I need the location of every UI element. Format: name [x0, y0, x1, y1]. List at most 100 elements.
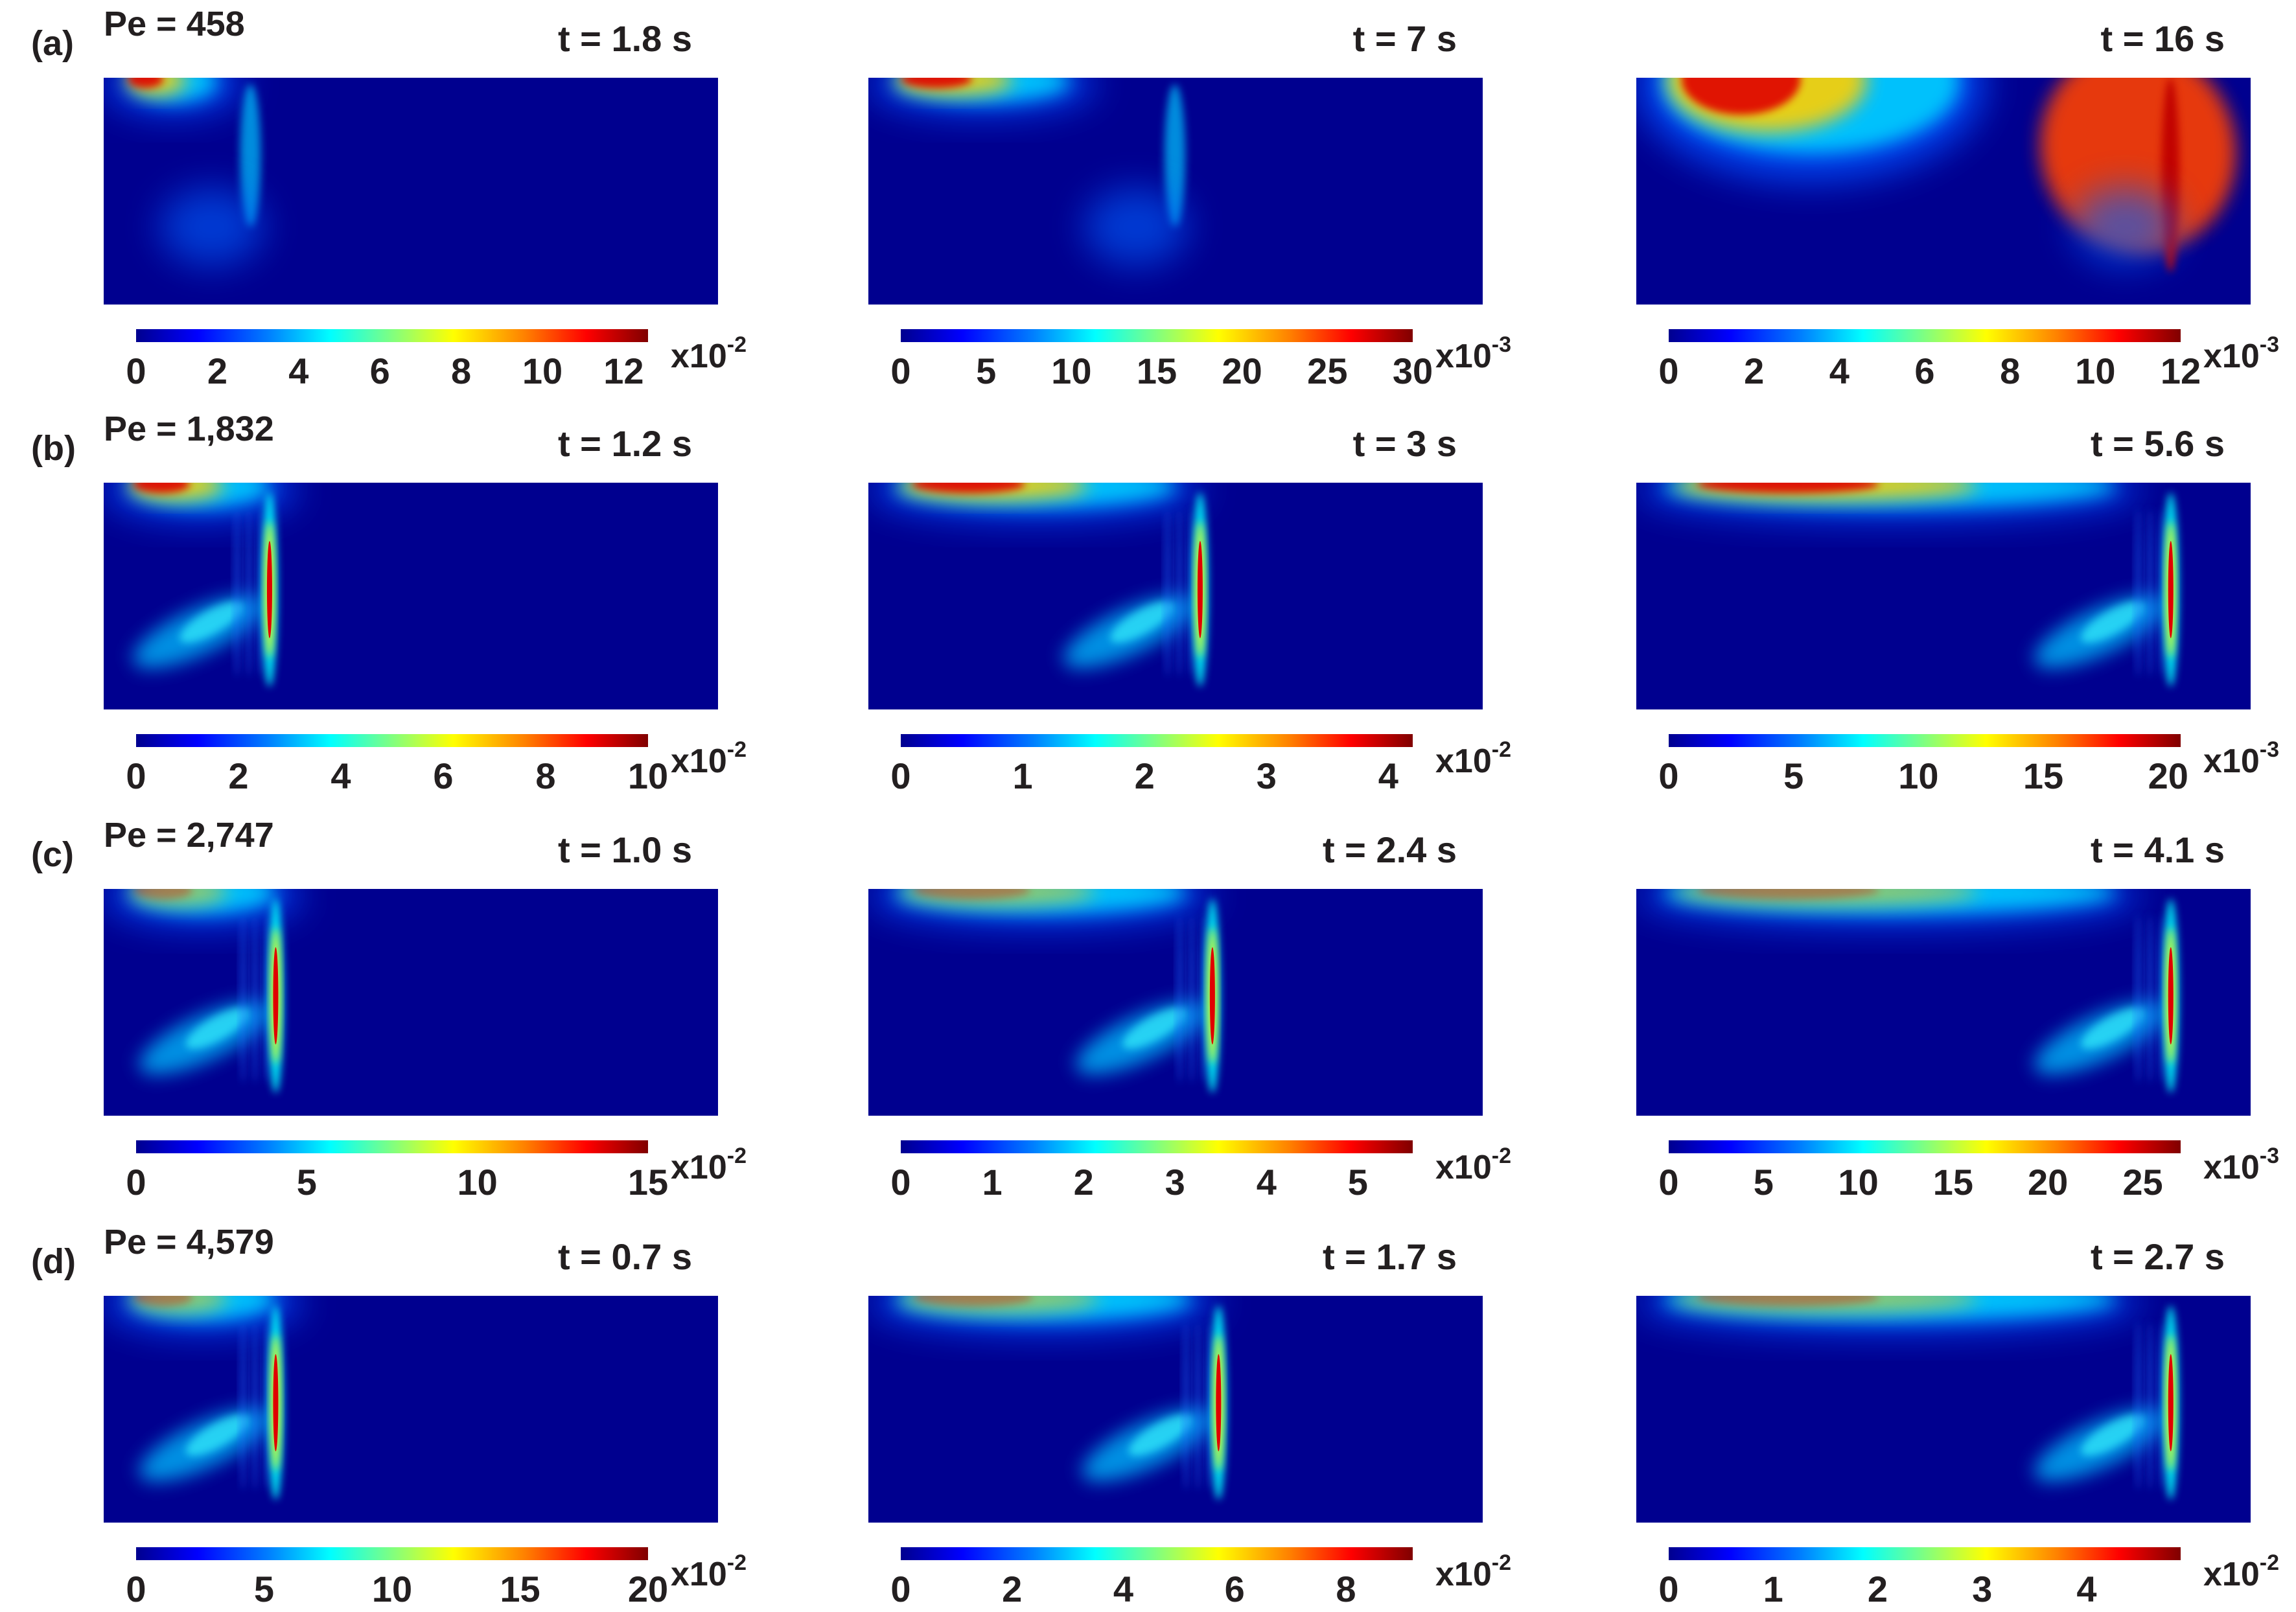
colorbar-tick-label: 1 [982, 1162, 1003, 1203]
colorbar [136, 1140, 648, 1153]
colorbar-unit: x10-3 [1435, 334, 1511, 373]
colorbar-tick-label: 25 [1307, 351, 1348, 391]
field-plot [1636, 889, 2251, 1116]
field-plot [104, 1296, 718, 1523]
field-blob [1206, 1322, 1213, 1490]
concentration-field [104, 1296, 718, 1523]
field-blob [912, 483, 1025, 493]
field-blob [1128, 1414, 1192, 1456]
field-blob [901, 78, 972, 88]
colorbar-tick-label: 2 [1134, 755, 1155, 796]
colorbar-tick-label: 25 [2122, 1162, 2163, 1203]
field-blob [2081, 601, 2144, 643]
field-blob [1176, 915, 1183, 1083]
colorbar-tick-label: 10 [2075, 351, 2116, 391]
colorbar [901, 1140, 1413, 1153]
field-background [868, 1296, 1483, 1523]
concentration-field [868, 483, 1483, 709]
field-blob [257, 509, 264, 677]
field-blob [2135, 1322, 2142, 1490]
field-blob [273, 947, 279, 1044]
colorbar-tick-label: 2 [228, 755, 249, 796]
colorbar [901, 329, 1413, 342]
colorbar-tick-label: 12 [603, 351, 644, 391]
peclet-label: Pe = 458 [104, 5, 245, 43]
field-background [104, 1296, 718, 1523]
unit-base: x10 [671, 1149, 727, 1186]
colorbar-tick-label: 0 [890, 755, 911, 796]
colorbar-tick-label: 12 [2160, 351, 2201, 391]
colorbar-tick-label: 0 [1658, 351, 1679, 391]
field-blob [2146, 1322, 2153, 1490]
colorbar [901, 734, 1413, 747]
field-blob [1194, 1322, 1201, 1490]
colorbar-tick-label: 8 [451, 351, 472, 391]
unit-base: x10 [671, 743, 727, 780]
colorbar-tick-label: 5 [976, 351, 997, 391]
concentration-field [104, 78, 718, 305]
colorbar-unit: x10-2 [671, 334, 747, 373]
field-blob [266, 541, 272, 638]
colorbar-tick-label: 5 [296, 1162, 317, 1203]
row-label: (a) [31, 24, 74, 63]
concentration-field [104, 483, 718, 709]
colorbar-tick-label: 3 [1972, 1569, 1993, 1609]
field-blob [2146, 915, 2153, 1083]
colorbar-tick-label: 6 [369, 351, 390, 391]
colorbar-tick-label: 6 [1914, 351, 1935, 391]
field-blob [240, 1322, 247, 1490]
colorbar-unit: x10-3 [2203, 1145, 2279, 1184]
field-blob [2168, 541, 2174, 638]
colorbar-tick-label: 2 [1073, 1162, 1094, 1203]
field-plot [1636, 483, 2251, 709]
colorbar-tick-label: 8 [2000, 351, 2021, 391]
field-blob [1176, 509, 1183, 677]
field-blob [263, 915, 270, 1083]
colorbar-tick-label: 4 [1113, 1569, 1134, 1609]
field-blob [2168, 947, 2174, 1044]
colorbar-tick-label: 10 [1838, 1162, 1879, 1203]
colorbar [1669, 1140, 2181, 1153]
field-blob [1164, 84, 1185, 227]
colorbar-tick-label: 0 [1658, 755, 1679, 796]
colorbar-tick-label: 10 [522, 351, 563, 391]
field-blob [133, 1296, 192, 1306]
field-blob [245, 509, 252, 677]
field-blob [2168, 1354, 2174, 1451]
field-blob [185, 1008, 249, 1049]
field-blob [128, 78, 163, 88]
colorbar-tick-label: 4 [1256, 1162, 1277, 1203]
concentration-field [868, 78, 1483, 305]
field-plot [104, 889, 718, 1116]
field-background [104, 483, 718, 709]
field-blob [240, 915, 247, 1083]
time-label: t = 2.4 s [1322, 829, 1457, 870]
unit-exponent: -2 [726, 737, 747, 762]
field-blob [251, 1322, 259, 1490]
colorbar-unit: x10-2 [1435, 1552, 1511, 1591]
field-blob [1084, 188, 1188, 266]
field-blob [1197, 541, 1203, 638]
colorbar-tick-label: 30 [1392, 351, 1433, 391]
colorbar-tick-label: 10 [1051, 351, 1092, 391]
colorbar-tick-label: 5 [1783, 755, 1804, 796]
colorbar-tick-label: 5 [253, 1569, 275, 1609]
concentration-field [1636, 483, 2251, 709]
unit-base: x10 [1435, 1556, 1492, 1593]
colorbar [1669, 1547, 2181, 1560]
colorbar [901, 1547, 1413, 1560]
colorbar-tick-label: 15 [627, 1162, 669, 1203]
colorbar-tick-label: 4 [1378, 755, 1398, 796]
field-plot [868, 1296, 1483, 1523]
field-blob [2158, 915, 2165, 1083]
colorbar-tick-label: 5 [1753, 1162, 1774, 1203]
colorbar-tick-label: 15 [1136, 351, 1177, 391]
unit-exponent: -2 [726, 1550, 747, 1575]
colorbar-tick-label: 5 [1347, 1162, 1368, 1203]
colorbar-tick-label: 10 [627, 755, 669, 796]
colorbar-tick-label: 0 [1658, 1162, 1679, 1203]
row-label: (c) [31, 835, 74, 874]
colorbar-tick-label: 2 [1002, 1569, 1023, 1609]
colorbar-tick-label: 15 [2023, 755, 2064, 796]
colorbar-tick-label: 10 [371, 1569, 413, 1609]
